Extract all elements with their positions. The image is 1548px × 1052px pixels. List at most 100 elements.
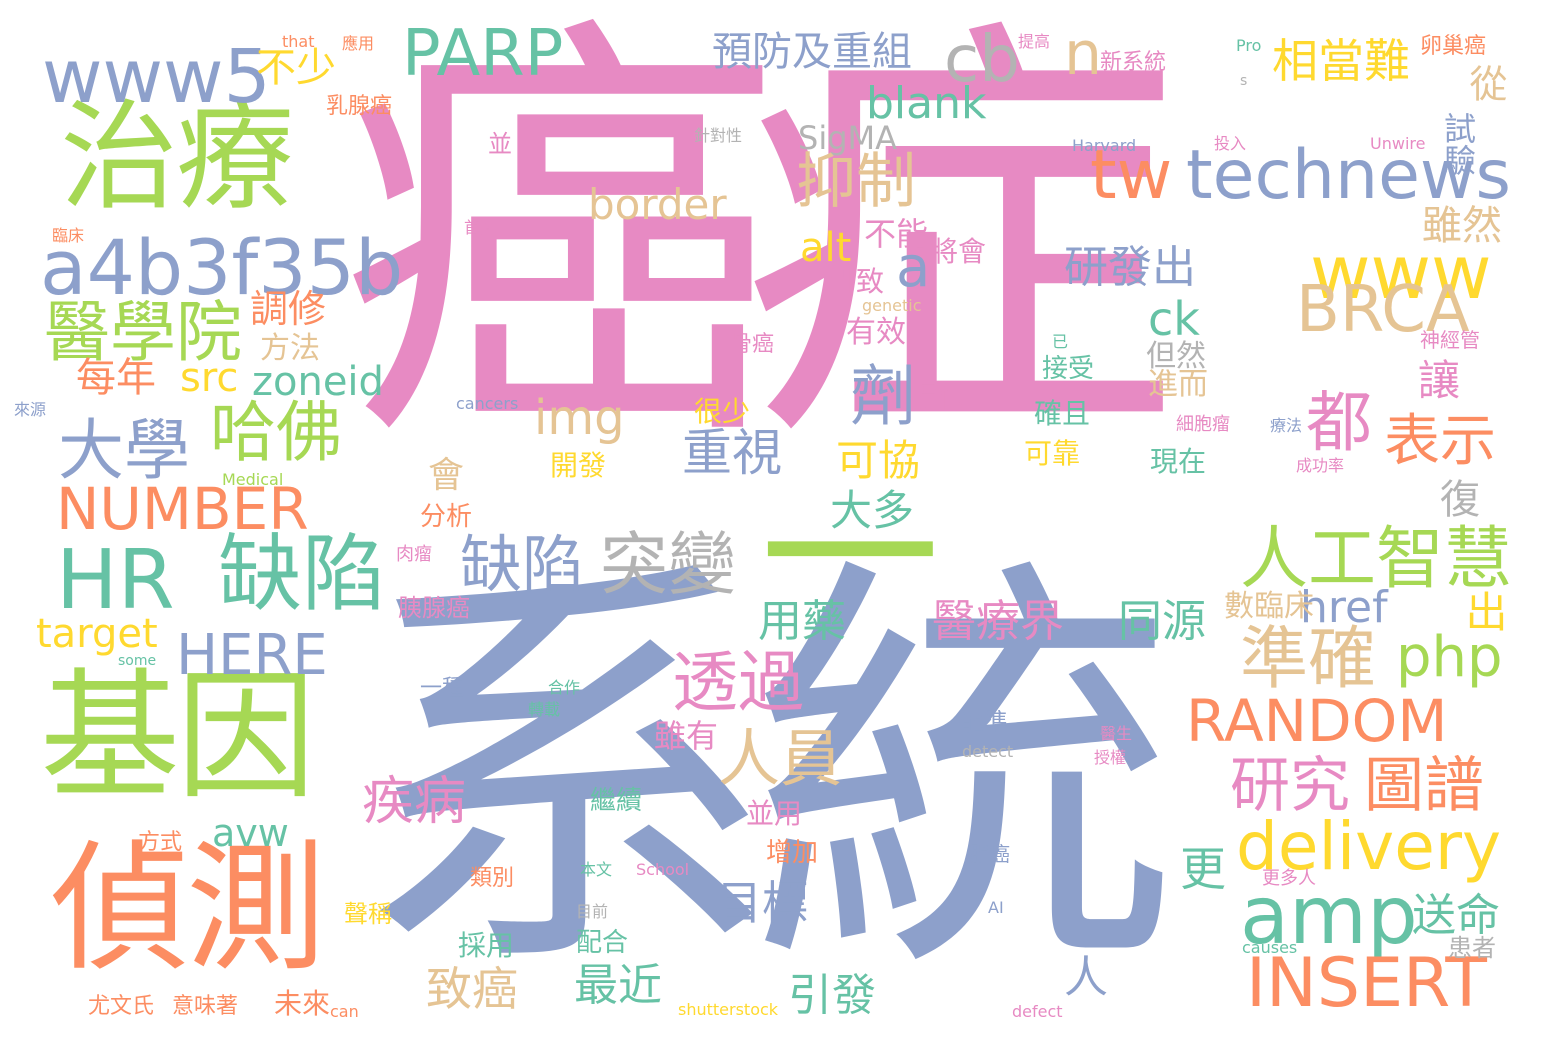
- cloud-word: 讓: [1418, 356, 1461, 405]
- cloud-word: 但然: [1146, 339, 1206, 374]
- cloud-word: 細胞瘤: [1176, 414, 1230, 435]
- cloud-word: can: [330, 1002, 359, 1021]
- cloud-word: 骨癌: [730, 332, 775, 357]
- cloud-word: 乳腺癌: [326, 94, 393, 119]
- cloud-word: AI: [988, 898, 1004, 917]
- cloud-word: 方式: [138, 830, 183, 855]
- cloud-word: 研究: [1230, 751, 1350, 821]
- cloud-word: technews: [1186, 136, 1511, 215]
- cloud-word: 基因: [40, 656, 316, 819]
- cloud-word: 用藥: [758, 596, 846, 647]
- cloud-word: 人: [1064, 952, 1108, 1003]
- cloud-word: 肉瘤: [396, 544, 432, 565]
- cloud-word: 引發: [788, 970, 876, 1021]
- cloud-word: 成功率: [1296, 456, 1345, 475]
- cloud-word: 準確: [1240, 620, 1377, 699]
- cloud-word: genetic: [862, 296, 922, 315]
- cloud-word: 本文: [580, 860, 613, 879]
- cloud-word: 聲稱: [344, 900, 392, 928]
- cloud-word: 療法: [1270, 416, 1303, 435]
- cloud-word: img: [534, 390, 625, 446]
- cloud-word: 並用: [746, 797, 803, 830]
- cloud-word: causes: [1242, 938, 1298, 957]
- cloud-word: 更多人: [1262, 868, 1316, 889]
- cloud-word: 首圖: [464, 218, 497, 237]
- cloud-word: ck: [1148, 292, 1200, 346]
- cloud-word: 雖然: [1422, 203, 1502, 249]
- cloud-word: 人工智慧: [1240, 520, 1513, 599]
- cloud-word: 進而: [1148, 367, 1208, 402]
- cloud-word: 脂癌: [970, 842, 1010, 866]
- cloud-word: cancers: [456, 394, 519, 413]
- cloud-word: 配合: [576, 928, 629, 958]
- cloud-word: 未來: [274, 987, 331, 1020]
- cloud-word: tw: [1090, 136, 1173, 215]
- cloud-word: 分析: [420, 502, 473, 532]
- cloud-word: School: [636, 860, 690, 879]
- cloud-word: 來源: [14, 400, 47, 419]
- cloud-word: 致癌: [426, 962, 518, 1016]
- cloud-word: 開發: [550, 449, 607, 482]
- cloud-word: shutterstock: [678, 1000, 779, 1019]
- cloud-word: 調修: [250, 287, 327, 331]
- cloud-word: www: [1310, 230, 1492, 316]
- cloud-word: 復: [1440, 477, 1480, 523]
- cloud-word: 一: [760, 453, 941, 662]
- cloud-word: 不能: [864, 215, 929, 253]
- cloud-word: 疾病: [362, 772, 467, 832]
- cloud-word: 突變: [600, 526, 737, 605]
- cloud-word: 可靠: [1024, 437, 1081, 470]
- cloud-word: 卵巢癌: [1420, 34, 1487, 59]
- cloud-word: 已: [1052, 332, 1069, 351]
- cloud-word: Harvard: [1072, 136, 1137, 155]
- cloud-word: 醫療界: [932, 596, 1064, 647]
- cloud-word: 都: [1306, 384, 1372, 461]
- cloud-word: 患者: [1448, 934, 1496, 962]
- cloud-word: 繼續: [590, 786, 643, 816]
- cloud-word: Medical: [222, 470, 284, 489]
- cloud-word: amp: [1240, 869, 1418, 962]
- cloud-word: 提供: [910, 381, 967, 414]
- cloud-word: 人員: [718, 722, 843, 795]
- cloud-word: www5: [42, 34, 271, 120]
- cloud-word: 增加: [766, 838, 819, 868]
- cloud-word: 哈佛: [210, 394, 342, 471]
- cloud-word: 缺陷: [460, 528, 585, 601]
- cloud-word: 一種: [420, 676, 465, 701]
- cloud-word: 抑制: [796, 147, 916, 217]
- cloud-word: 更: [1180, 842, 1226, 896]
- cloud-word: 很少: [694, 395, 751, 428]
- cloud-word: 可協: [836, 436, 921, 485]
- cloud-word: 系統: [350, 525, 1180, 1025]
- cloud-word: 能準: [960, 708, 1008, 736]
- cloud-word: 研發出: [1064, 242, 1196, 293]
- cloud-word: 相當難: [1272, 34, 1410, 88]
- cloud-word: 透過: [672, 644, 804, 721]
- cloud-word: 劑: [850, 358, 916, 435]
- cloud-word: RANDOM: [1186, 687, 1448, 755]
- cloud-word: 圖譜: [1364, 751, 1484, 821]
- cloud-word: 重視: [682, 424, 782, 482]
- cloud-word: Unwire: [1370, 134, 1426, 153]
- cloud-word: 現在: [1150, 445, 1207, 478]
- cloud-word: 大多: [830, 486, 915, 535]
- cloud-word: 意味著: [172, 994, 239, 1019]
- cloud-word: NUMBER: [56, 475, 309, 543]
- cloud-word: zoneid: [252, 359, 384, 405]
- cloud-word: 送命: [1412, 890, 1500, 941]
- cloud-word: s: [1240, 73, 1248, 89]
- cloud-word: delivery: [1236, 808, 1502, 885]
- cloud-word: 神經管: [1420, 328, 1480, 352]
- cloud-word: a: [896, 235, 931, 300]
- cloud-word: 癌症: [340, 0, 1180, 496]
- cloud-word: 表示: [1384, 409, 1496, 474]
- cloud-word: a4b3f35b: [40, 223, 404, 312]
- cloud-word: 轉載: [528, 700, 561, 719]
- cloud-word: 尤文氏: [88, 994, 155, 1019]
- cloud-word: 會: [428, 455, 465, 496]
- cloud-word: 缺陷: [218, 525, 387, 623]
- cloud-word: 授權: [1094, 748, 1127, 767]
- cloud-word: 同源: [1118, 596, 1206, 647]
- cloud-word: 新系統: [1100, 50, 1167, 75]
